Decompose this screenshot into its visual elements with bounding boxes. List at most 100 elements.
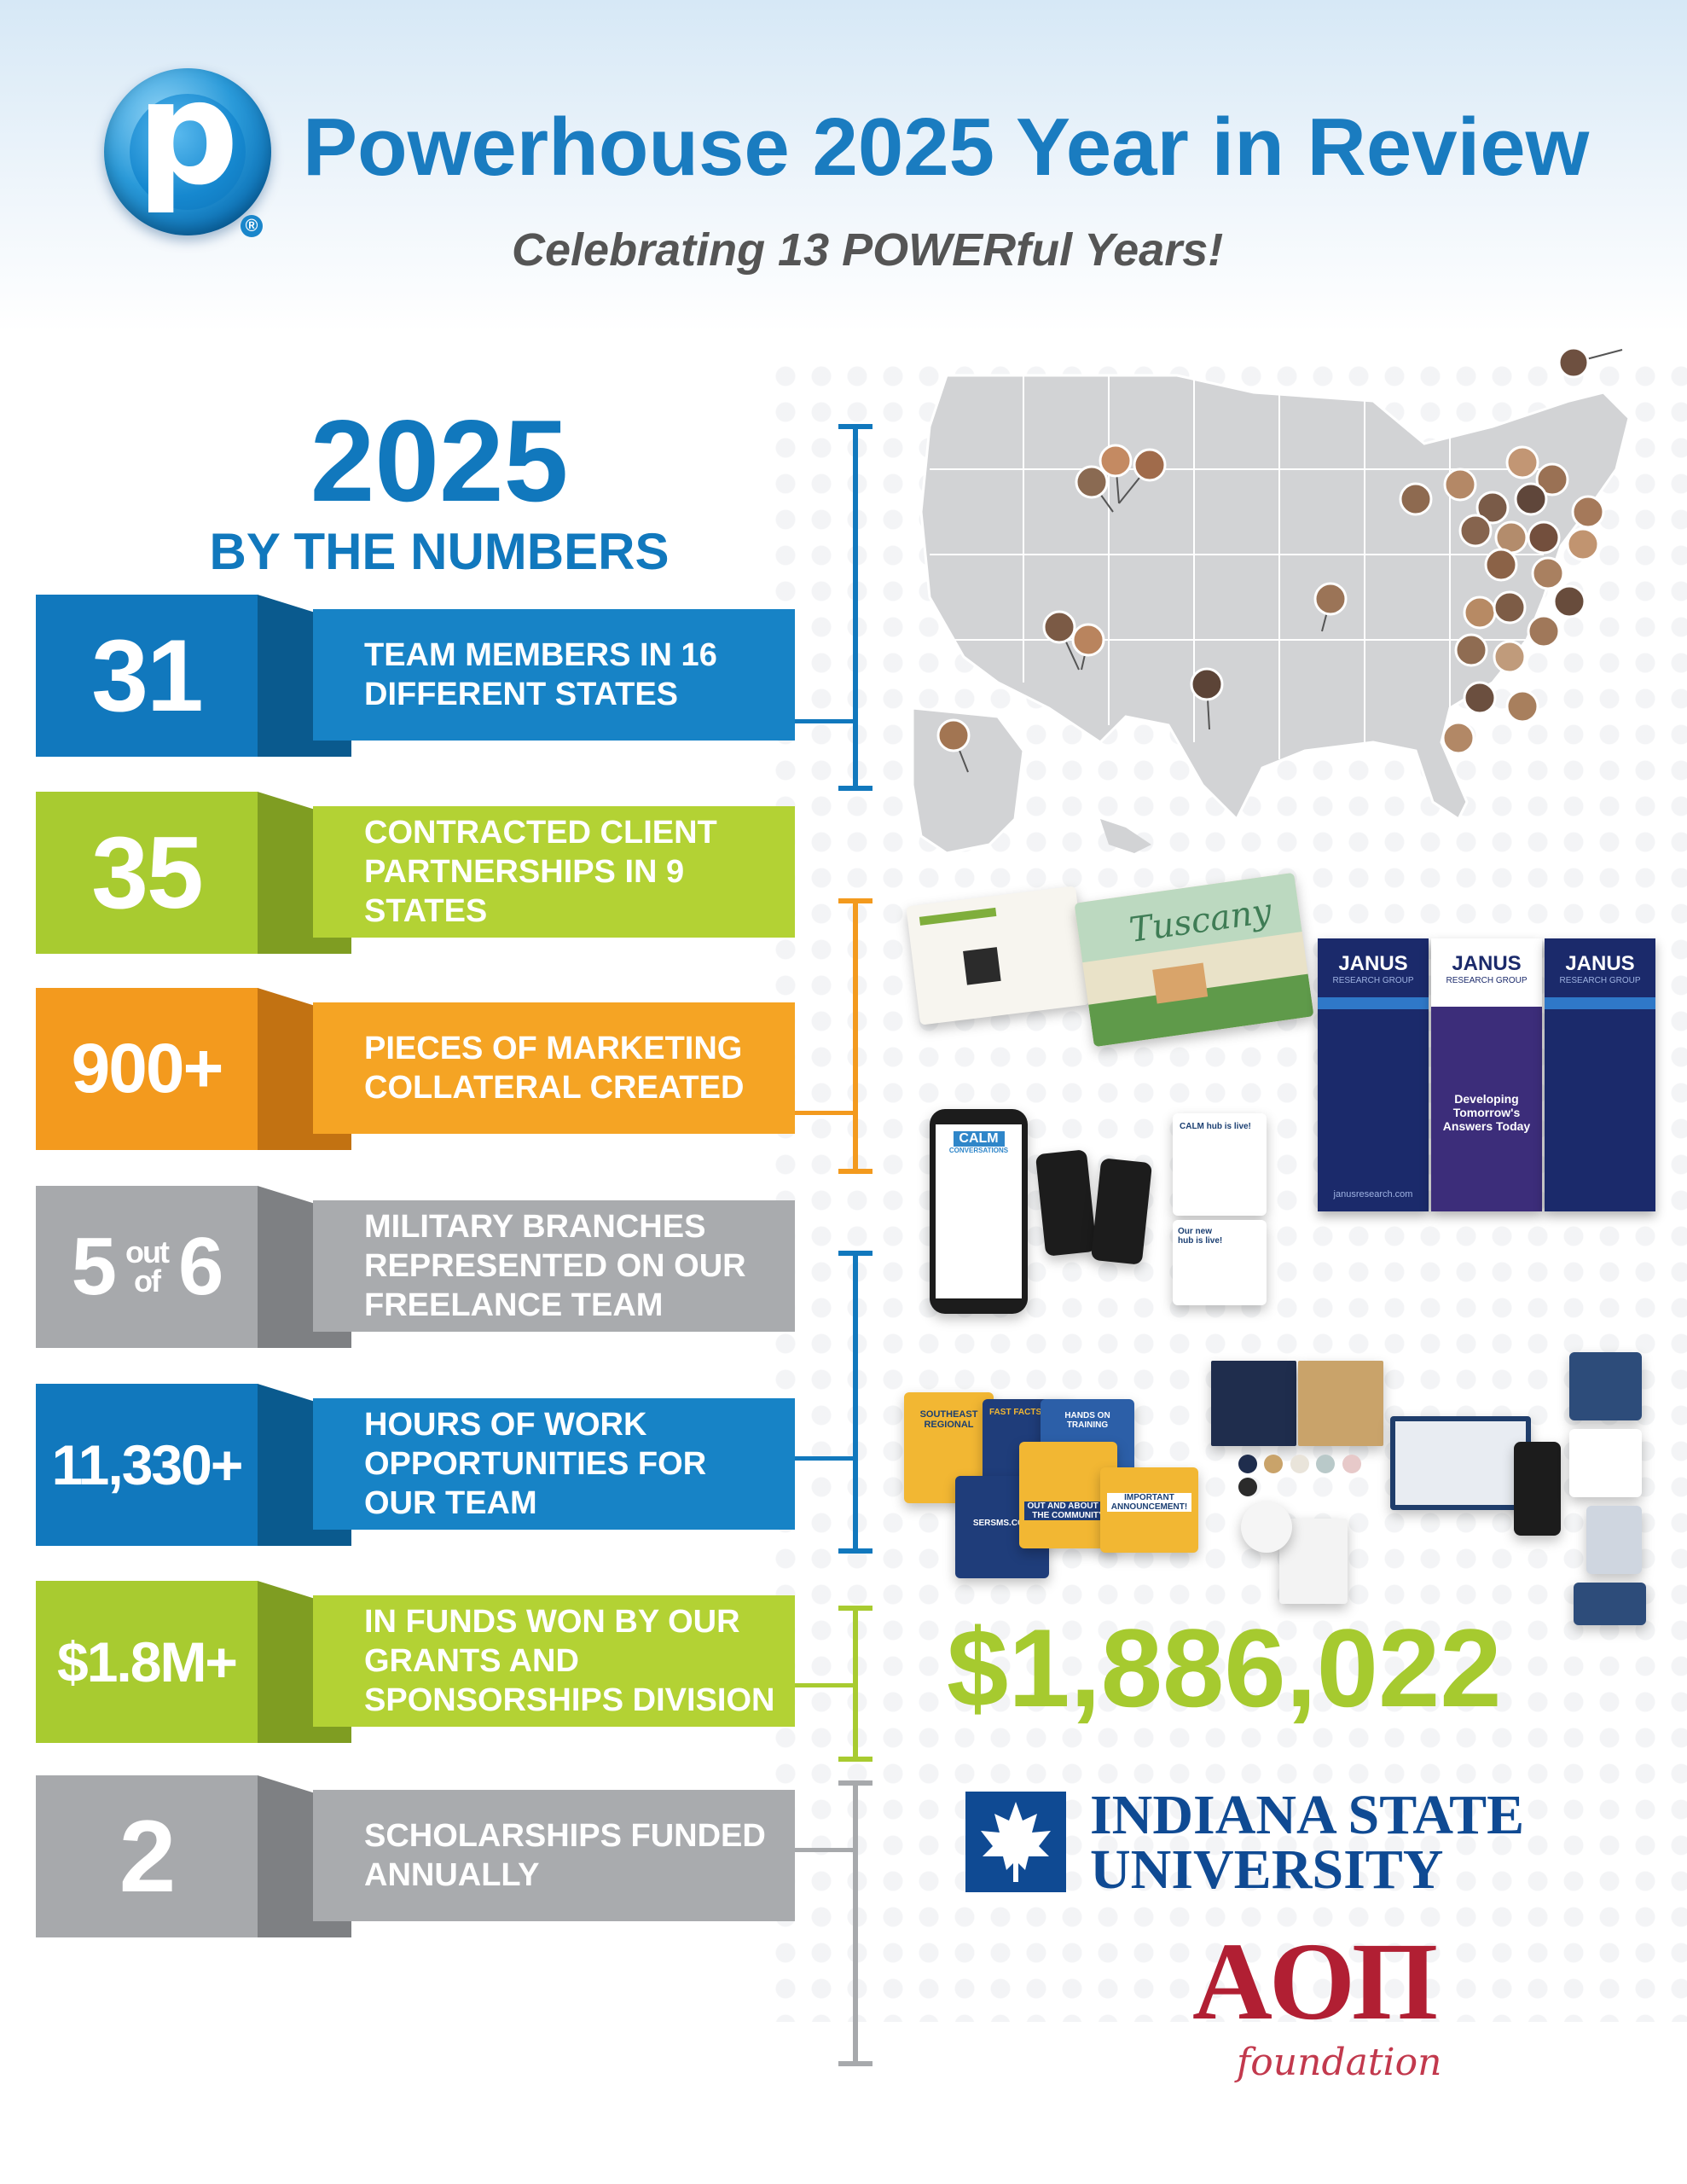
hub-live-text: Our new hub is live! (1178, 1227, 1223, 1246)
calm-phone-small (1035, 1149, 1098, 1257)
team-pin (936, 718, 971, 773)
bracket-team (838, 424, 872, 791)
calm-phone-large: CALM CONVERSATIONS (930, 1109, 1028, 1314)
team-pin (1557, 346, 1623, 379)
stat-label: MILITARY BRANCHES REPRESENTED ON OUR FRE… (364, 1209, 746, 1323)
team-pin (1505, 445, 1539, 479)
team-pin (1566, 527, 1600, 561)
connector-line (795, 1111, 855, 1115)
connector-line (795, 1848, 855, 1852)
banner-training: JANUS RESEARCH GROUP (1545, 938, 1655, 1211)
maple-leaf-icon (981, 1802, 1051, 1882)
stat-number-b: 6 (177, 1221, 223, 1312)
stat-label: HOURS OF WORK OPPORTUNITIES FOR OUR TEAM (364, 1407, 707, 1521)
banner-sub: RESEARCH GROUP (1332, 976, 1414, 985)
stat-number: 35 (36, 792, 258, 954)
brand-logo-gold (1298, 1361, 1383, 1446)
team-pin (1527, 614, 1561, 648)
hawaii-shape (1100, 819, 1151, 853)
banner-brand: JANUS (1338, 952, 1408, 975)
stat-label: CONTRACTED CLIENT PARTNERSHIPS IN 9 STAT… (364, 815, 717, 929)
postcard-back (906, 886, 1090, 1025)
banner-brand: JANUS (1452, 952, 1522, 975)
bracket-team-hours (838, 1251, 872, 1554)
brand-logo-dark (1211, 1361, 1296, 1446)
numbers-heading: BY THE NUMBERS (209, 523, 670, 580)
stat-number: 31 (36, 595, 258, 757)
calm-app-name: CALM (953, 1131, 1005, 1147)
team-pin (1493, 640, 1527, 674)
us-mainland-shape (919, 374, 1631, 822)
team-pin (1075, 465, 1114, 513)
stat-number: 11,330+ (36, 1384, 258, 1546)
team-pin (1443, 468, 1477, 502)
stat-military-branches: 5 out of 6 MILITARY BRANCHES REPRESENTED … (36, 1186, 795, 1348)
stat-label: TEAM MEMBERS IN 16 DIFFERENT STATES (364, 637, 717, 712)
banner-mission-solutions: JANUS RESEARCH GROUP janusresearch.com (1318, 938, 1429, 1211)
team-pin (1071, 623, 1105, 671)
stat-work-hours: 11,330+ HOURS OF WORK OPPORTUNITIES FOR … (36, 1384, 795, 1546)
social-tile-text: FAST FACTS (989, 1408, 1042, 1417)
registered-mark: ® (241, 215, 263, 237)
page-title: Powerhouse 2025 Year in Review (303, 102, 1590, 193)
team-pin (1571, 495, 1605, 529)
us-map-graphic (911, 346, 1631, 855)
stat-label-bar: CONTRACTED CLIENT PARTNERSHIPS IN 9 STAT… (313, 806, 795, 938)
us-team-map (896, 341, 1663, 870)
bracket-cap-top (838, 1251, 872, 1256)
social-tile: IMPORTANT ANNOUNCEMENT! (1100, 1467, 1198, 1553)
isu-line1: INDIANA STATE (1090, 1784, 1525, 1846)
stat-number: 900+ (36, 988, 258, 1150)
calm-phone-small (1090, 1158, 1153, 1265)
team-pin (1118, 448, 1167, 504)
banner-sub: RESEARCH GROUP (1446, 976, 1528, 985)
social-tile-text: SERSMS.COM (972, 1519, 1032, 1528)
bracket-line (853, 1780, 858, 2066)
stat-number: $1.8M+ (36, 1581, 258, 1743)
team-pin (1042, 610, 1080, 671)
banner-center: JANUS RESEARCH GROUP Developing Tomorrow… (1431, 938, 1542, 1211)
header-background (0, 0, 1687, 333)
bracket-cap-top (838, 1780, 872, 1786)
stat-number-a: 5 (71, 1221, 117, 1312)
team-pin (1313, 582, 1348, 632)
website-page-thumb (1586, 1506, 1642, 1574)
team-pin (1527, 520, 1561, 555)
calm-hub-flyer: CALM hub is live! (1173, 1113, 1267, 1216)
stat-number-of: out of (125, 1234, 170, 1298)
powerhouse-logo: p (104, 49, 271, 235)
bracket-cap-bottom (838, 2061, 872, 2066)
stat-client-partnerships: 35 CONTRACTED CLIENT PARTNERSHIPS IN 9 S… (36, 792, 795, 954)
brand-sticker (1241, 1502, 1292, 1553)
team-pin (1505, 689, 1539, 723)
stat-label: IN FUNDS WON BY OUR GRANTS AND SPONSORSH… (364, 1604, 775, 1718)
aopi-foundation-logo: AOΠ (1192, 1920, 1438, 2043)
connector-line (795, 1683, 855, 1687)
banner-sub: RESEARCH GROUP (1559, 976, 1641, 985)
stat-label-bar: TEAM MEMBERS IN 16 DIFFERENT STATES (313, 609, 795, 741)
team-pin (1190, 667, 1224, 730)
bracket-cap-top (838, 1606, 872, 1611)
banner-url: janusresearch.com (1333, 1189, 1413, 1199)
website-page-thumb (1569, 1352, 1642, 1420)
bracket-grants (838, 1606, 872, 1762)
stat-marketing-collateral: 900+ PIECES OF MARKETING COLLATERAL CREA… (36, 988, 795, 1150)
stat-label-bar: PIECES OF MARKETING COLLATERAL CREATED (313, 1002, 795, 1134)
logo-letter: p (136, 49, 240, 217)
team-pin (1454, 633, 1488, 667)
stat-number: 2 (36, 1775, 258, 1937)
stat-label-bar: IN FUNDS WON BY OUR GRANTS AND SPONSORSH… (313, 1595, 795, 1727)
calm-hub-flyer-2: Our new hub is live! (1173, 1220, 1267, 1305)
aopi-foundation-word: foundation (1237, 2041, 1442, 2084)
stat-label-bar: SCHOLARSHIPS FUNDED ANNUALLY (313, 1790, 795, 1921)
isu-wordmark: INDIANA STATE UNIVERSITY (1090, 1784, 1525, 1898)
stat-number: 5 out of 6 (36, 1186, 258, 1348)
bracket-cap-top (838, 424, 872, 429)
stat-label-bar: HOURS OF WORK OPPORTUNITIES FOR OUR TEAM (313, 1398, 795, 1530)
team-pin (1463, 595, 1497, 630)
grant-total-amount: $1,886,022 (947, 1606, 1502, 1730)
social-tile-text: OUT AND ABOUT IN THE COMMUNITY (1024, 1502, 1112, 1520)
bracket-cap-top (838, 898, 872, 903)
website-page-thumb (1569, 1429, 1642, 1497)
marketing-collateral-samples: Tuscany JANUS RESEARCH GROUP janusresear… (904, 872, 1663, 1655)
